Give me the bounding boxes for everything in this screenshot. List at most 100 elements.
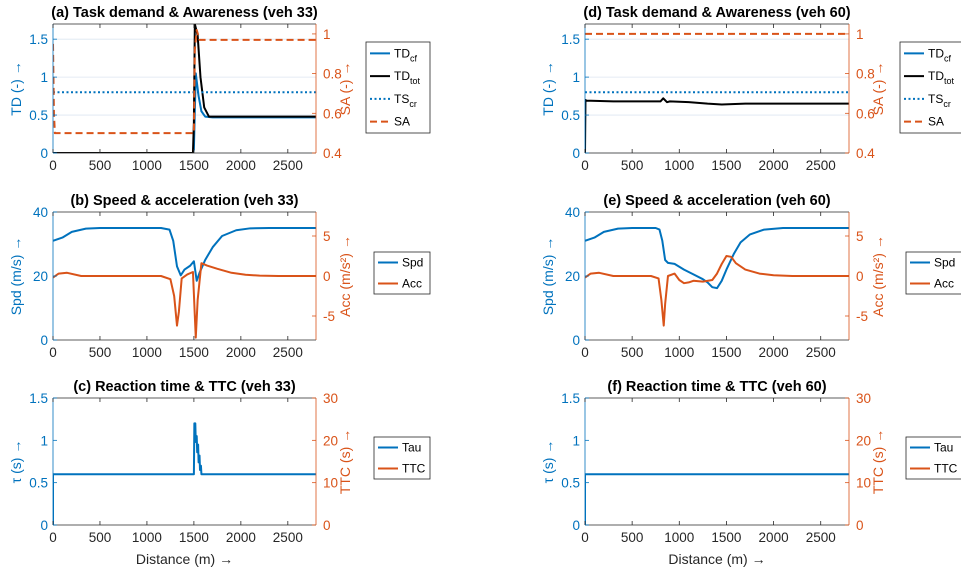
x-tick-label: 1500 (711, 158, 741, 173)
y-tick-label-right: 0.8 (323, 67, 342, 82)
legend-label: TTC (934, 462, 958, 476)
x-tick-label: 1000 (132, 345, 162, 360)
legend-label-main: TS (394, 92, 409, 106)
legend-box (373, 251, 431, 295)
legend-label-main: TS (928, 92, 943, 106)
legend-label-main: TTC (402, 462, 426, 476)
y-tick-label-right: 5 (856, 229, 864, 244)
y-axis-label-left: τ (s) → (8, 440, 24, 484)
panel-e: 0 500 1000 1500 2000 2500 0 20 40 -5 0 5 (e) Speed &… (540, 193, 961, 360)
y-tick-label-left: 0 (572, 333, 580, 348)
y-tick-label-left: 1.5 (29, 32, 48, 47)
x-tick-label: 0 (49, 345, 57, 360)
y-tick-label-left: 0.5 (561, 476, 580, 491)
panel-b: 0 500 1000 1500 2000 2500 0 20 40 -5 0 5 (b) Speed &… (8, 193, 431, 360)
legend-label-main: Acc (402, 277, 422, 291)
y-tick-label-left: 1 (572, 70, 580, 85)
legend-label: SA (928, 115, 944, 129)
x-tick-label: 500 (89, 530, 112, 545)
legend-label: Tau (402, 441, 421, 455)
series-line-acc (53, 262, 316, 339)
y-tick-label-left: 1 (40, 70, 48, 85)
legend-label-sub: tot (410, 76, 421, 86)
legend-label-main: TD (928, 46, 944, 60)
y-tick-label-left: 1.5 (29, 391, 48, 406)
legend-label: TTC (402, 462, 426, 476)
series-line-td-tot (53, 24, 316, 153)
y-tick-label-right: 10 (323, 476, 338, 491)
legend-box (905, 251, 961, 295)
y-tick-label-left: 0 (572, 518, 580, 533)
x-tick-label: 0 (581, 530, 589, 545)
x-tick-label: 500 (621, 530, 644, 545)
y-tick-label-right: -5 (856, 309, 868, 324)
x-tick-label: 0 (49, 530, 57, 545)
legend-label-main: TD (394, 46, 410, 60)
x-tick-label: 1500 (179, 530, 209, 545)
y-tick-label-left: 0 (40, 518, 48, 533)
legend-label: Tau (934, 441, 953, 455)
y-axis-label-left: Spd (m/s) → (8, 237, 24, 316)
y-tick-label-right: 0 (856, 518, 864, 533)
chart-title: (c) Reaction time & TTC (veh 33) (73, 379, 296, 395)
x-tick-label: 2500 (806, 530, 836, 545)
x-tick-label: 1000 (664, 530, 694, 545)
legend-label-main: TD (394, 69, 410, 83)
x-tick-label: 1500 (179, 345, 209, 360)
x-tick-label: 2000 (759, 345, 789, 360)
x-tick-label: 1000 (664, 345, 694, 360)
y-tick-label-left: 1 (40, 433, 48, 448)
x-tick-label: 0 (49, 158, 57, 173)
y-tick-label-left: 1 (572, 433, 580, 448)
x-tick-label: 1000 (132, 158, 162, 173)
series-line-td-tot (585, 97, 849, 153)
y-axis-label-right: TTC (s) → (870, 429, 886, 494)
chart-title: (b) Speed & acceleration (veh 33) (70, 193, 298, 209)
chart-title: (e) Speed & acceleration (veh 60) (603, 193, 830, 209)
legend-label-main: SA (394, 115, 410, 129)
y-tick-label-left: 0 (40, 146, 48, 161)
legend-label-main: TD (928, 69, 944, 83)
x-tick-label: 500 (89, 158, 112, 173)
series-line-tau (585, 473, 849, 525)
x-axis-label: Distance (m) → (136, 551, 233, 567)
x-axis-label: Distance (m) → (668, 551, 765, 567)
y-tick-label-right: 10 (856, 476, 871, 491)
y-tick-label-right: 0.4 (323, 146, 342, 161)
legend-label-sub: cf (944, 53, 952, 63)
y-tick-label-left: 0.5 (29, 108, 48, 123)
y-axis-label-left: τ (s) → (540, 440, 556, 484)
legend-label-sub: cf (410, 53, 418, 63)
series-line-acc (585, 255, 849, 327)
y-tick-label-right: 1 (323, 27, 331, 42)
y-tick-label-left: 20 (565, 269, 580, 284)
y-tick-label-right: 0 (323, 269, 331, 284)
y-tick-label-right: 20 (856, 433, 871, 448)
y-axis-label-left: TD (-) → (8, 61, 24, 115)
y-tick-label-right: 30 (323, 391, 338, 406)
legend-label: TScr (928, 92, 951, 109)
series-line-sa (53, 28, 316, 135)
y-tick-label-right: 0.6 (323, 106, 342, 121)
y-tick-label-left: 40 (33, 205, 48, 220)
series-line-spd (585, 227, 849, 290)
legend: Tau TTC (905, 436, 961, 480)
panel-d: 0 500 1000 1500 2000 2500 0 0.5 1 1.5 0.4 0.6 0.8 1 (d… (540, 5, 961, 173)
chart-title: (a) Task demand & Awareness (veh 33) (51, 5, 318, 21)
series-line-td-cf (53, 72, 316, 153)
y-axis-label-right: TTC (s) → (337, 429, 353, 494)
chart-title: (f) Reaction time & TTC (veh 60) (607, 379, 826, 395)
legend-label: Acc (402, 277, 422, 291)
y-tick-label-left: 1.5 (561, 391, 580, 406)
legend-label-main: Spd (402, 256, 423, 270)
legend-box (905, 436, 961, 480)
legend-box (373, 436, 431, 480)
legend-label: TDcf (394, 46, 418, 63)
x-tick-label: 2500 (273, 158, 303, 173)
legend-box (899, 41, 961, 134)
x-tick-label: 1000 (132, 530, 162, 545)
x-tick-label: 2500 (273, 530, 303, 545)
y-axis-label-right: SA (-) → (870, 62, 886, 116)
x-tick-label: 0 (581, 345, 589, 360)
